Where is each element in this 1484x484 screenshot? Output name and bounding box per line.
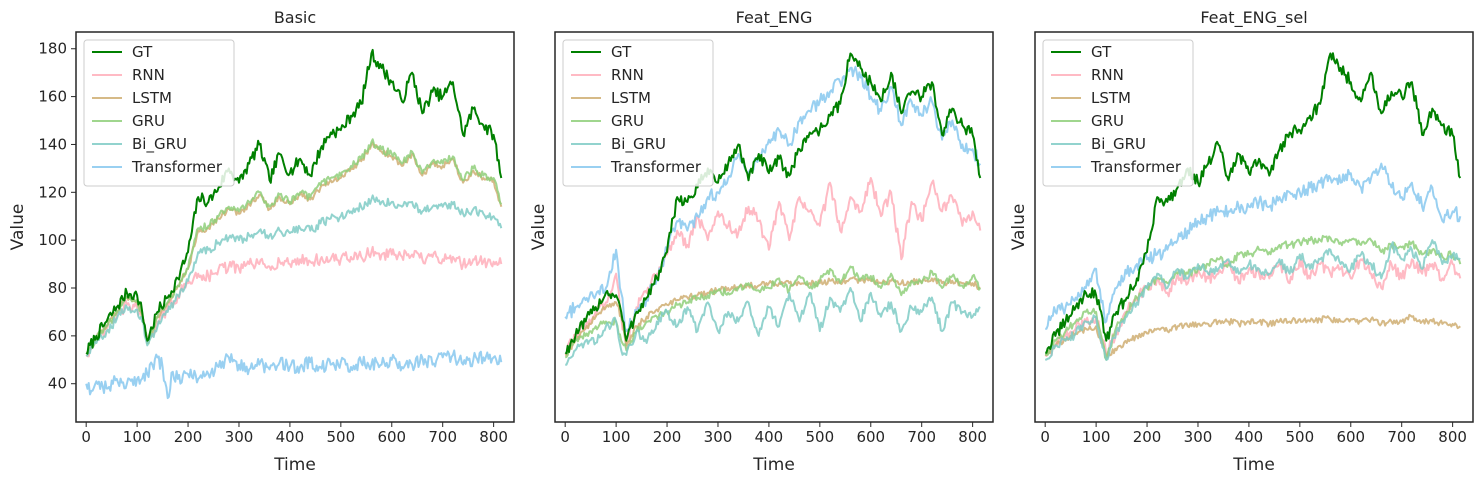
series-lines: [1044, 52, 1462, 361]
x-tick-label: 200: [1133, 428, 1162, 446]
x-tick-label: 0: [81, 428, 91, 446]
legend-label: RNN: [1091, 66, 1124, 84]
x-tick-label: 400: [1235, 428, 1264, 446]
x-tick-label: 300: [225, 428, 254, 446]
y-axis-label: Value: [1009, 204, 1029, 251]
x-tick-label: 800: [479, 428, 508, 446]
plot-frame: [75, 31, 515, 423]
legend-label: Bi_GRU: [1091, 135, 1146, 154]
panel-title: Feat_ENG_sel: [1200, 8, 1307, 28]
y-tick-label: 160: [38, 88, 67, 106]
x-tick-label: 800: [1438, 428, 1467, 446]
y-tick-label: 180: [38, 40, 67, 58]
x-tick-label: 500: [1286, 428, 1315, 446]
series-line-bi-gru: [565, 287, 981, 366]
series-line-gru: [86, 138, 503, 354]
y-tick-label: 80: [48, 279, 67, 297]
y-tick-label: 120: [38, 183, 67, 201]
series-lines: [85, 48, 503, 400]
legend-label: Bi_GRU: [611, 135, 666, 154]
y-axis-label: Value: [8, 204, 28, 251]
series-line-bi-gru: [1044, 239, 1461, 361]
y-axis-label: Value: [529, 204, 549, 251]
x-tick-label: 700: [907, 428, 936, 446]
panel-feat-eng: Feat_ENG Time Value 0 100 200 300 400 500 600 7…: [529, 8, 994, 475]
series-line-transformer: [85, 349, 503, 400]
x-tick-label: 600: [856, 428, 885, 446]
x-tick-label: 200: [653, 428, 682, 446]
legend-label: GRU: [132, 112, 165, 130]
x-tick-label: 400: [276, 428, 305, 446]
x-tick-label: 0: [560, 428, 570, 446]
panel-feat-eng-sel: Feat_ENG_sel Time Value 0 100 200 300 400 500…: [1009, 8, 1474, 475]
series-line-bi-gru: [85, 194, 503, 357]
legend-label: GT: [1091, 43, 1112, 61]
legend-label: Transformer: [1090, 158, 1182, 176]
series-line-gru: [564, 265, 982, 359]
legend: GT RNN LSTM GRU Bi_GRU Transformer: [83, 39, 235, 187]
x-axis-label: Time: [1232, 455, 1275, 475]
series-line-gt: [564, 52, 982, 355]
x-tick-label: 0: [1040, 428, 1050, 446]
panel-title: Basic: [274, 8, 316, 27]
x-tick-label: 800: [958, 428, 987, 446]
plot-frame: [1034, 31, 1474, 423]
x-tick-label: 200: [174, 428, 203, 446]
legend-label: GRU: [1091, 112, 1124, 130]
x-tick-label: 100: [123, 428, 152, 446]
legend: GT RNN LSTM GRU Bi_GRU Transformer: [562, 39, 714, 187]
y-tick-label: 40: [48, 375, 67, 393]
legend-label: GT: [132, 43, 153, 61]
x-tick-label: 700: [428, 428, 457, 446]
series-lines: [564, 52, 982, 366]
series-line-lstm: [1045, 313, 1461, 359]
x-tick-label: 500: [327, 428, 356, 446]
x-tick-label: 600: [1336, 428, 1365, 446]
legend-label: Transformer: [610, 158, 702, 176]
panel-basic: Basic Time Value 0 100 200 300 400 500 600 700 8…: [8, 8, 515, 475]
legend-label: GRU: [611, 112, 644, 130]
legend-label: Bi_GRU: [132, 135, 187, 154]
legend-box: [562, 39, 714, 187]
legend-box: [83, 39, 235, 187]
x-tick-label: 500: [806, 428, 835, 446]
x-tick-label: 700: [1387, 428, 1416, 446]
legend-label: Transformer: [131, 158, 223, 176]
legend-label: RNN: [611, 66, 644, 84]
x-tick-label: 600: [377, 428, 406, 446]
panel-title: Feat_ENG: [736, 8, 813, 28]
x-axis-label: Time: [273, 455, 316, 475]
x-tick-label: 400: [755, 428, 784, 446]
y-tick-label: 140: [38, 135, 67, 153]
x-tick-label: 300: [704, 428, 733, 446]
legend: GT RNN LSTM GRU Bi_GRU Transformer: [1042, 39, 1194, 187]
x-tick-label: 100: [1082, 428, 1111, 446]
legend-label: LSTM: [132, 89, 172, 107]
series-line-transformer: [1045, 162, 1462, 330]
y-tick-label: 60: [48, 327, 67, 345]
x-tick-label: 300: [1184, 428, 1213, 446]
series-line-gt: [85, 48, 503, 355]
series-line-gt: [1045, 52, 1462, 354]
y-tick-label: 100: [38, 231, 67, 249]
x-axis-label: Time: [752, 455, 795, 475]
plot-frame: [554, 31, 994, 423]
legend-box: [1042, 39, 1194, 187]
x-tick-label: 100: [602, 428, 631, 446]
legend-label: LSTM: [1091, 89, 1131, 107]
legend-label: LSTM: [611, 89, 651, 107]
legend-label: RNN: [132, 66, 165, 84]
legend-label: GT: [611, 43, 632, 61]
